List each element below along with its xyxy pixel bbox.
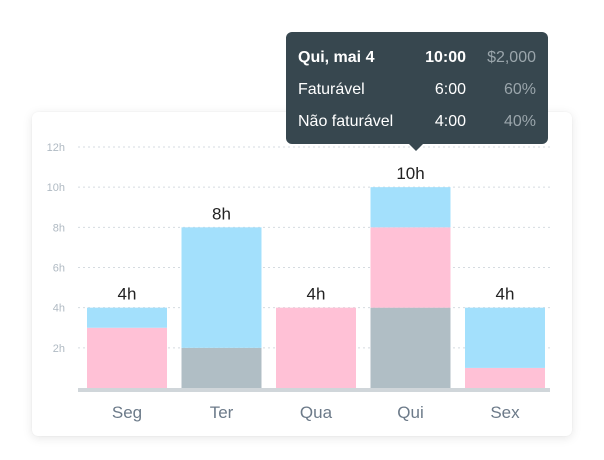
bar-segment[interactable] xyxy=(370,187,451,228)
tooltip-header-row: Qui, mai 4 10:00 $2,000 xyxy=(298,48,536,68)
tooltip-row-label: Não faturável xyxy=(298,113,394,130)
x-category-label: Sex xyxy=(490,403,520,422)
y-tick-label: 8h xyxy=(53,222,65,234)
tooltip-row-percent: 60% xyxy=(503,81,536,98)
bar-segment[interactable] xyxy=(370,307,451,388)
bar-segment[interactable] xyxy=(87,307,167,328)
x-axis-baseline xyxy=(78,388,550,392)
bar-segment[interactable] xyxy=(181,227,262,348)
bars xyxy=(87,187,545,388)
bar-total-label: 8h xyxy=(212,204,231,223)
bar-total-label: 10h xyxy=(396,164,424,183)
bar-segment[interactable] xyxy=(87,327,167,388)
bar-segment[interactable] xyxy=(465,367,545,388)
y-tick-label: 6h xyxy=(53,263,65,275)
tooltip-row-time: 6:00 xyxy=(434,81,466,98)
bar-tooltip: Qui, mai 4 10:00 $2,000 Faturável 6:00 6… xyxy=(286,32,548,151)
y-tick-label: 4h xyxy=(53,303,65,315)
bar-segment[interactable] xyxy=(276,307,356,388)
x-category-label: Qua xyxy=(300,403,333,422)
y-tick-label: 10h xyxy=(47,182,65,194)
x-axis-labels: Seg Ter Qua Qui Sex xyxy=(112,403,520,422)
y-axis-ticks: 2h 4h 6h 8h 10h 12h xyxy=(47,142,65,355)
tooltip-total-amount: $2,000 xyxy=(487,49,536,66)
tooltip-row-time: 4:00 xyxy=(434,113,466,130)
x-category-label: Ter xyxy=(210,403,234,422)
tooltip-date: Qui, mai 4 xyxy=(298,49,375,66)
y-tick-label: 2h xyxy=(53,343,65,355)
bar-segment[interactable] xyxy=(465,307,545,368)
bar-total-label: 4h xyxy=(118,285,137,304)
y-tick-label: 12h xyxy=(47,142,65,154)
tooltip-row-label: Faturável xyxy=(298,81,365,98)
tooltip-row-nonbillable: Não faturável 4:00 40% xyxy=(298,112,536,132)
bar-total-label: 4h xyxy=(307,285,326,304)
tooltip-pointer xyxy=(408,143,424,151)
tooltip-row-percent: 40% xyxy=(503,113,536,130)
tooltip-total-time: 10:00 xyxy=(425,49,466,66)
bar-segment[interactable] xyxy=(181,347,262,388)
x-category-label: Qui xyxy=(397,403,423,422)
bar-segment[interactable] xyxy=(370,227,451,308)
bar-total-labels: 4h 8h 4h 10h 4h xyxy=(118,164,515,303)
bar-total-label: 4h xyxy=(496,285,515,304)
tooltip-row-billable: Faturável 6:00 60% xyxy=(298,80,536,100)
x-category-label: Seg xyxy=(112,403,142,422)
